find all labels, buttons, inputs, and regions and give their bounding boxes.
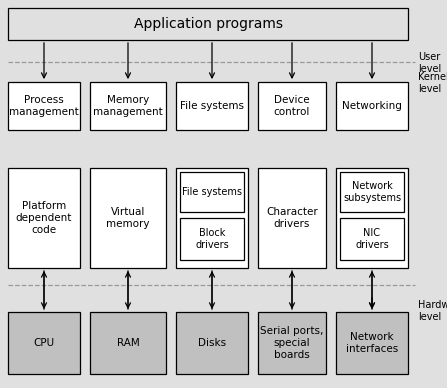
Bar	[90, 168, 166, 268]
Bar	[176, 168, 248, 268]
Text: Networking: Networking	[342, 101, 402, 111]
Text: Hardware
level: Hardware level	[418, 300, 447, 322]
Text: NIC
drivers: NIC drivers	[355, 228, 389, 250]
Text: User
level: User level	[418, 52, 441, 74]
Bar	[258, 312, 326, 374]
Bar	[176, 82, 248, 130]
Bar	[180, 218, 244, 260]
Text: Kernel
level: Kernel level	[418, 72, 447, 94]
Text: Memory
management: Memory management	[93, 95, 163, 117]
Text: Disks: Disks	[198, 338, 226, 348]
Text: File systems: File systems	[180, 101, 244, 111]
Bar	[8, 8, 408, 40]
Text: Process
management: Process management	[9, 95, 79, 117]
Text: Application programs: Application programs	[134, 17, 283, 31]
Bar	[90, 82, 166, 130]
Bar	[180, 172, 244, 212]
Text: File systems: File systems	[182, 187, 242, 197]
Bar	[8, 82, 80, 130]
Text: Serial ports,
special
boards: Serial ports, special boards	[260, 326, 324, 360]
Bar	[258, 82, 326, 130]
Text: Character
drivers: Character drivers	[266, 207, 318, 229]
Bar	[90, 312, 166, 374]
Bar	[8, 312, 80, 374]
Bar	[176, 312, 248, 374]
Bar	[8, 168, 80, 268]
Bar	[340, 172, 404, 212]
Text: Virtual
memory: Virtual memory	[106, 207, 150, 229]
Bar	[258, 168, 326, 268]
Text: Network
subsystems: Network subsystems	[343, 181, 401, 203]
Bar	[340, 218, 404, 260]
Text: CPU: CPU	[34, 338, 55, 348]
Text: Device
control: Device control	[274, 95, 310, 117]
Bar	[336, 82, 408, 130]
Text: Network
interfaces: Network interfaces	[346, 332, 398, 354]
Text: RAM: RAM	[117, 338, 139, 348]
Text: Block
drivers: Block drivers	[195, 228, 229, 250]
Bar	[336, 312, 408, 374]
Bar	[336, 168, 408, 268]
Text: Platform
dependent
code: Platform dependent code	[16, 201, 72, 235]
